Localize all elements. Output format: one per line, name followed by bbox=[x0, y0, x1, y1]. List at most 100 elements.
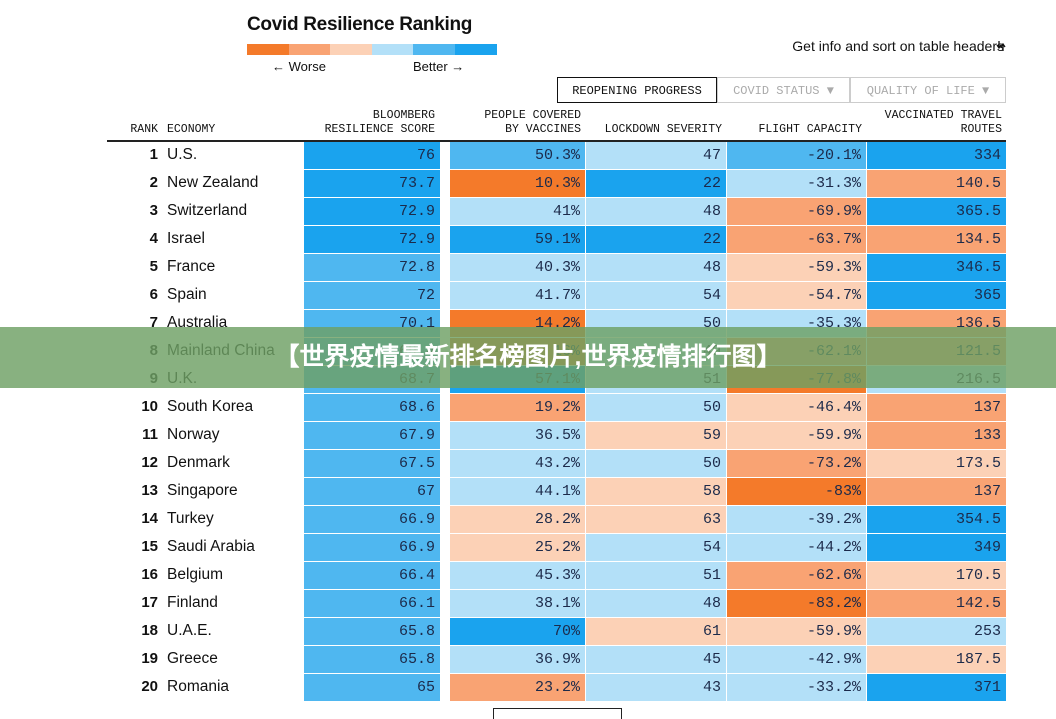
rank: 2 bbox=[149, 174, 158, 191]
rank: 1 bbox=[149, 146, 158, 163]
cell: 63 bbox=[586, 505, 726, 533]
economy: U.A.E. bbox=[167, 622, 212, 639]
cell: -83.2% bbox=[727, 589, 866, 617]
legend-better: Better → bbox=[413, 59, 465, 74]
economy: Norway bbox=[167, 426, 220, 443]
cell: -73.2% bbox=[727, 449, 866, 477]
cell: 371 bbox=[867, 673, 1006, 701]
legend-swatch bbox=[288, 44, 331, 55]
rank: 16 bbox=[141, 566, 158, 583]
cell: 72.8 bbox=[304, 253, 440, 281]
tab[interactable]: REOPENING PROGRESS bbox=[557, 77, 717, 103]
hint-icon bbox=[996, 41, 1006, 51]
column-header[interactable]: ECONOMY bbox=[167, 123, 216, 136]
cell: 173.5 bbox=[867, 449, 1006, 477]
cell: 50 bbox=[586, 393, 726, 421]
rank: 4 bbox=[149, 230, 158, 247]
column-header[interactable]: VACCINATED TRAVEL ROUTES bbox=[884, 109, 1002, 136]
economy: Denmark bbox=[167, 454, 230, 471]
cell: 22 bbox=[586, 225, 726, 253]
cell: -42.9% bbox=[727, 645, 866, 673]
cell: 48 bbox=[586, 589, 726, 617]
cell: 66.1 bbox=[304, 589, 440, 617]
cell: 70% bbox=[450, 617, 585, 645]
cell: 51 bbox=[586, 561, 726, 589]
cell: -59.9% bbox=[727, 421, 866, 449]
rank: 13 bbox=[141, 482, 158, 499]
economy: Switzerland bbox=[167, 202, 248, 219]
legend-swatch bbox=[247, 44, 289, 55]
rank: 11 bbox=[142, 426, 158, 443]
cell: 54 bbox=[586, 281, 726, 309]
rank: 18 bbox=[141, 622, 158, 639]
cell: 349 bbox=[867, 533, 1006, 561]
cell: 48 bbox=[586, 253, 726, 281]
cell: 140.5 bbox=[867, 169, 1006, 197]
cell: 36.5% bbox=[450, 421, 585, 449]
column-header[interactable]: RANK bbox=[130, 123, 158, 136]
cell: 67 bbox=[304, 477, 440, 505]
cell: -83% bbox=[727, 477, 866, 505]
economy: New Zealand bbox=[167, 174, 259, 191]
rank: 15 bbox=[141, 538, 158, 555]
cell: 22 bbox=[586, 169, 726, 197]
column-header[interactable]: FLIGHT CAPACITY bbox=[758, 123, 862, 136]
economy: Israel bbox=[167, 230, 205, 247]
rank: 10 bbox=[141, 398, 158, 415]
economy: U.S. bbox=[167, 146, 198, 163]
cell: -39.2% bbox=[727, 505, 866, 533]
cell: 72.9 bbox=[304, 197, 440, 225]
cell: 45.3% bbox=[450, 561, 585, 589]
cell: -63.7% bbox=[727, 225, 866, 253]
cell: -20.1% bbox=[727, 141, 866, 169]
cell: 19.2% bbox=[450, 393, 585, 421]
cell: 47 bbox=[586, 141, 726, 169]
legend-swatch bbox=[455, 44, 497, 55]
column-header[interactable]: BLOOMBERG RESILIENCE SCORE bbox=[324, 109, 435, 136]
cell: 142.5 bbox=[867, 589, 1006, 617]
cell: 67.9 bbox=[304, 421, 440, 449]
economy: Spain bbox=[167, 286, 207, 303]
economy: Romania bbox=[167, 678, 230, 695]
economy: Australia bbox=[167, 314, 228, 331]
legend-swatch bbox=[413, 44, 455, 55]
cell: 187.5 bbox=[867, 645, 1006, 673]
cell: 72 bbox=[304, 281, 440, 309]
cell: 76 bbox=[304, 141, 440, 169]
economy: South Korea bbox=[167, 398, 254, 415]
cell: 66.9 bbox=[304, 533, 440, 561]
cell: -59.9% bbox=[727, 617, 866, 645]
column-header[interactable]: LOCKDOWN SEVERITY bbox=[604, 123, 722, 136]
tab[interactable]: COVID STATUS ▼ bbox=[717, 77, 850, 103]
cell: -69.9% bbox=[727, 197, 866, 225]
cell: 54 bbox=[586, 533, 726, 561]
cell: 68.6 bbox=[304, 393, 440, 421]
cell: 43.2% bbox=[450, 449, 585, 477]
cell: 36.9% bbox=[450, 645, 585, 673]
cell: 61 bbox=[586, 617, 726, 645]
cell: 73.7 bbox=[304, 169, 440, 197]
legend-swatch bbox=[371, 44, 414, 55]
cell: -54.7% bbox=[727, 281, 866, 309]
economy: France bbox=[167, 258, 216, 275]
cell: 25.2% bbox=[450, 533, 585, 561]
cell: 133 bbox=[867, 421, 1006, 449]
cell: 43 bbox=[586, 673, 726, 701]
cell: 28.2% bbox=[450, 505, 585, 533]
rank: 17 bbox=[141, 594, 158, 611]
economy: Singapore bbox=[167, 482, 238, 499]
cell: 334 bbox=[867, 141, 1006, 169]
banner: 【世界疫情最新排名榜图片,世界疫情排行图】 bbox=[0, 327, 1056, 388]
column-header[interactable]: PEOPLE COVERED BY VACCINES bbox=[484, 109, 581, 136]
cell: -44.2% bbox=[727, 533, 866, 561]
rank: 12 bbox=[141, 454, 158, 471]
cell: 66.4 bbox=[304, 561, 440, 589]
tab[interactable]: QUALITY OF LIFE ▼ bbox=[850, 77, 1006, 103]
cell: 65 bbox=[304, 673, 440, 701]
cell: 170.5 bbox=[867, 561, 1006, 589]
cell: 58 bbox=[586, 477, 726, 505]
rank: 7 bbox=[149, 314, 158, 331]
economy: Turkey bbox=[167, 510, 214, 527]
cell: 40.3% bbox=[450, 253, 585, 281]
rank: 3 bbox=[149, 202, 158, 219]
